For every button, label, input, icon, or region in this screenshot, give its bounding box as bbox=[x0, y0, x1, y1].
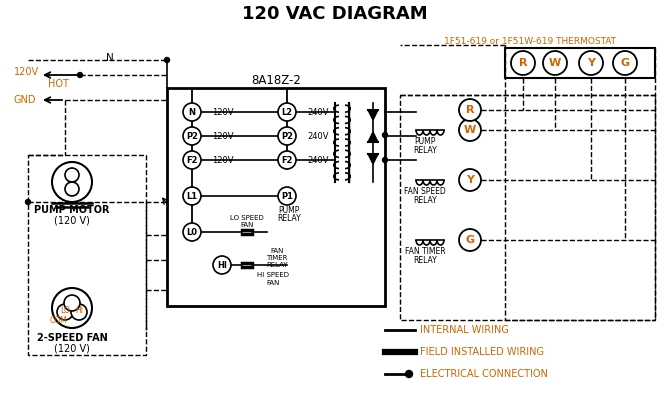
Text: RELAY: RELAY bbox=[413, 145, 437, 155]
Text: LO SPEED: LO SPEED bbox=[230, 215, 264, 221]
Circle shape bbox=[165, 57, 170, 62]
Circle shape bbox=[579, 51, 603, 75]
Text: L1: L1 bbox=[186, 191, 198, 201]
Circle shape bbox=[65, 168, 79, 182]
Text: W: W bbox=[464, 125, 476, 135]
Text: FAN SPEED: FAN SPEED bbox=[404, 186, 446, 196]
Bar bbox=[400, 95, 655, 320]
Text: 120V: 120V bbox=[212, 132, 234, 140]
Circle shape bbox=[78, 72, 82, 78]
Text: L0: L0 bbox=[186, 228, 198, 236]
Circle shape bbox=[459, 169, 481, 191]
Text: P2: P2 bbox=[281, 132, 293, 140]
Text: HI SPEED: HI SPEED bbox=[257, 272, 289, 278]
Bar bbox=[28, 155, 146, 355]
Circle shape bbox=[511, 51, 535, 75]
Circle shape bbox=[57, 304, 73, 320]
Text: 240V: 240V bbox=[307, 155, 328, 165]
Polygon shape bbox=[368, 154, 378, 164]
Circle shape bbox=[459, 229, 481, 251]
Circle shape bbox=[183, 103, 201, 121]
Text: FAN: FAN bbox=[241, 222, 254, 228]
Text: Y: Y bbox=[466, 175, 474, 185]
Text: (120 V): (120 V) bbox=[54, 215, 90, 225]
Text: R: R bbox=[519, 58, 527, 68]
Text: COM: COM bbox=[49, 316, 67, 324]
Text: 1F51-619 or 1F51W-619 THERMOSTAT: 1F51-619 or 1F51W-619 THERMOSTAT bbox=[444, 37, 616, 47]
Circle shape bbox=[71, 304, 87, 320]
Circle shape bbox=[213, 256, 231, 274]
Text: G: G bbox=[620, 58, 630, 68]
Text: N: N bbox=[106, 53, 114, 63]
Text: TIMER: TIMER bbox=[266, 255, 287, 261]
Text: 8A18Z-2: 8A18Z-2 bbox=[251, 75, 301, 88]
Text: (120 V): (120 V) bbox=[54, 343, 90, 353]
Circle shape bbox=[278, 151, 296, 169]
Text: P2: P2 bbox=[186, 132, 198, 140]
Circle shape bbox=[459, 99, 481, 121]
Text: Y: Y bbox=[587, 58, 595, 68]
Text: P1: P1 bbox=[281, 191, 293, 201]
Circle shape bbox=[543, 51, 567, 75]
Text: PUMP: PUMP bbox=[414, 137, 436, 145]
Text: 120V: 120V bbox=[212, 155, 234, 165]
Text: 120 VAC DIAGRAM: 120 VAC DIAGRAM bbox=[242, 5, 428, 23]
Text: 240V: 240V bbox=[307, 108, 328, 116]
Text: RELAY: RELAY bbox=[413, 256, 437, 264]
Text: HI: HI bbox=[75, 305, 83, 315]
Bar bbox=[167, 88, 385, 306]
Circle shape bbox=[65, 182, 79, 196]
Text: 240V: 240V bbox=[307, 132, 328, 140]
Circle shape bbox=[52, 162, 92, 202]
Text: LO: LO bbox=[60, 305, 70, 315]
Text: FAN: FAN bbox=[270, 248, 283, 254]
Circle shape bbox=[613, 51, 637, 75]
Text: RELAY: RELAY bbox=[277, 214, 301, 222]
Text: INTERNAL WIRING: INTERNAL WIRING bbox=[420, 325, 509, 335]
Circle shape bbox=[183, 151, 201, 169]
Circle shape bbox=[405, 370, 413, 378]
Text: L2: L2 bbox=[281, 108, 293, 116]
Circle shape bbox=[183, 127, 201, 145]
Text: N: N bbox=[188, 108, 196, 116]
Text: 120V: 120V bbox=[212, 108, 234, 116]
Text: F2: F2 bbox=[281, 155, 293, 165]
Polygon shape bbox=[368, 132, 378, 142]
Text: ELECTRICAL CONNECTION: ELECTRICAL CONNECTION bbox=[420, 369, 548, 379]
Text: GND: GND bbox=[14, 95, 36, 105]
Text: HI: HI bbox=[217, 261, 227, 269]
Circle shape bbox=[278, 103, 296, 121]
Text: FIELD INSTALLED WIRING: FIELD INSTALLED WIRING bbox=[420, 347, 544, 357]
Circle shape bbox=[383, 132, 387, 137]
Text: RELAY: RELAY bbox=[266, 262, 288, 268]
Text: G: G bbox=[466, 235, 474, 245]
Circle shape bbox=[459, 119, 481, 141]
Circle shape bbox=[183, 223, 201, 241]
Text: FAN TIMER: FAN TIMER bbox=[405, 246, 446, 256]
Circle shape bbox=[278, 187, 296, 205]
Text: HOT: HOT bbox=[48, 79, 68, 89]
Text: R: R bbox=[466, 105, 474, 115]
Text: 120V: 120V bbox=[14, 67, 39, 77]
Text: W: W bbox=[549, 58, 561, 68]
Circle shape bbox=[25, 199, 31, 204]
Bar bbox=[505, 48, 655, 78]
Circle shape bbox=[383, 158, 387, 163]
Text: FAN: FAN bbox=[266, 280, 279, 286]
Circle shape bbox=[52, 288, 92, 328]
Circle shape bbox=[64, 295, 80, 311]
Text: 2-SPEED FAN: 2-SPEED FAN bbox=[37, 333, 107, 343]
Circle shape bbox=[278, 127, 296, 145]
Text: PUMP: PUMP bbox=[278, 205, 299, 215]
Circle shape bbox=[183, 187, 201, 205]
Polygon shape bbox=[368, 110, 378, 120]
Text: RELAY: RELAY bbox=[413, 196, 437, 204]
Text: F2: F2 bbox=[186, 155, 198, 165]
Text: PUMP MOTOR: PUMP MOTOR bbox=[34, 205, 110, 215]
